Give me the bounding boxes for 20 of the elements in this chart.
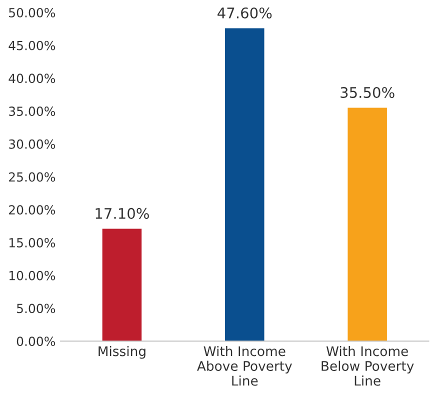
x-tick-label: With Income Below Poverty Line [322, 346, 414, 386]
data-label: 47.60% [218, 7, 272, 18]
y-tick-label: 10.00% [9, 270, 56, 280]
y-tick-label: 35.00% [9, 106, 56, 116]
y-tick-label: 30.00% [9, 139, 56, 149]
y-tick-label: 15.00% [9, 238, 56, 248]
data-label: 35.50% [340, 86, 394, 98]
data-label: 17.10% [96, 208, 149, 219]
bar [102, 228, 142, 342]
y-tick-label: 20.00% [9, 205, 56, 215]
y-tick-label: 5.00% [17, 304, 56, 314]
bar [225, 28, 264, 342]
x-tick-label: Missing [98, 346, 146, 359]
y-tick-label: 50.00% [9, 8, 56, 18]
x-tick-label: With Income Above Poverty Line [197, 346, 292, 386]
y-tick-label: 0.00% [16, 336, 56, 346]
bar [348, 108, 387, 342]
y-tick-label: 25.00% [9, 172, 56, 182]
y-tick-label: 45.00% [8, 40, 56, 50]
y-tick-label: 40.00% [8, 74, 56, 84]
